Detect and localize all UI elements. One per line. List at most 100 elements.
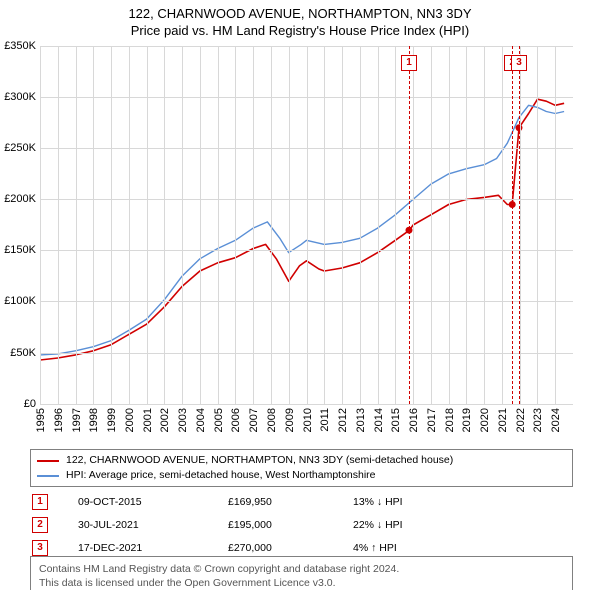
legend-row: HPI: Average price, semi-detached house,… bbox=[37, 468, 566, 483]
x-tick-label: 2024 bbox=[550, 408, 562, 432]
events-table: 1 09-OCT-2015£169,95013% ↓ HPI 2 30-JUL-202… bbox=[30, 490, 573, 559]
attribution: Contains HM Land Registry data © Crown c… bbox=[30, 556, 573, 590]
x-tick-label: 2008 bbox=[266, 408, 278, 432]
gridline-v bbox=[235, 46, 236, 404]
event-marker-box: 1 bbox=[401, 55, 417, 71]
gridline-v bbox=[40, 46, 41, 404]
x-tick-label: 2018 bbox=[444, 408, 456, 432]
gridline-v bbox=[164, 46, 165, 404]
plot-area: 123 bbox=[40, 46, 573, 404]
y-tick-label: £250K bbox=[4, 142, 36, 154]
gridline-v bbox=[271, 46, 272, 404]
x-tick-label: 2023 bbox=[532, 408, 544, 432]
x-tick-label: 2006 bbox=[230, 408, 242, 432]
gridline-v bbox=[253, 46, 254, 404]
x-tick-label: 2010 bbox=[302, 408, 314, 432]
title-line-2: Price paid vs. HM Land Registry's House … bbox=[0, 23, 600, 40]
x-tick-label: 1997 bbox=[71, 408, 83, 432]
event-number-box: 1 bbox=[32, 494, 48, 510]
event-number-box: 3 bbox=[32, 540, 48, 556]
series-hpi bbox=[40, 105, 564, 355]
x-tick-label: 2000 bbox=[124, 408, 136, 432]
x-tick-label: 1998 bbox=[88, 408, 100, 432]
gridline-v bbox=[147, 46, 148, 404]
gridline-v bbox=[449, 46, 450, 404]
event-line bbox=[512, 46, 513, 404]
gridline-v bbox=[537, 46, 538, 404]
gridline-v bbox=[395, 46, 396, 404]
event-marker-box: 3 bbox=[511, 55, 527, 71]
x-tick-label: 2007 bbox=[248, 408, 260, 432]
event-price: £270,000 bbox=[228, 542, 353, 554]
gridline-v bbox=[378, 46, 379, 404]
x-tick-label: 1995 bbox=[35, 408, 47, 432]
x-tick-label: 2002 bbox=[159, 408, 171, 432]
x-tick-label: 2022 bbox=[515, 408, 527, 432]
gridline-h bbox=[40, 404, 573, 405]
chart-title: 122, CHARNWOOD AVENUE, NORTHAMPTON, NN3 … bbox=[0, 0, 600, 40]
legend-swatch bbox=[37, 460, 59, 462]
legend-swatch bbox=[37, 475, 59, 477]
x-tick-label: 2019 bbox=[461, 408, 473, 432]
gridline-v bbox=[58, 46, 59, 404]
gridline-v bbox=[129, 46, 130, 404]
event-line bbox=[519, 46, 520, 404]
event-line bbox=[409, 46, 410, 404]
gridline-v bbox=[111, 46, 112, 404]
event-date: 30-JUL-2021 bbox=[78, 519, 228, 531]
event-delta: 4% ↑ HPI bbox=[353, 542, 453, 554]
legend-label: HPI: Average price, semi-detached house,… bbox=[66, 468, 376, 483]
attribution-line-2: This data is licensed under the Open Gov… bbox=[39, 576, 564, 590]
legend: 122, CHARNWOOD AVENUE, NORTHAMPTON, NN3 … bbox=[30, 449, 573, 487]
y-tick-label: £50K bbox=[10, 347, 36, 359]
gridline-v bbox=[342, 46, 343, 404]
gridline-v bbox=[76, 46, 77, 404]
gridline-v bbox=[218, 46, 219, 404]
title-line-1: 122, CHARNWOOD AVENUE, NORTHAMPTON, NN3 … bbox=[0, 6, 600, 23]
event-delta: 13% ↓ HPI bbox=[353, 496, 453, 508]
event-number-box: 2 bbox=[32, 517, 48, 533]
y-tick-label: £150K bbox=[4, 244, 36, 256]
x-tick-label: 2017 bbox=[426, 408, 438, 432]
gridline-v bbox=[289, 46, 290, 404]
x-tick-label: 1999 bbox=[106, 408, 118, 432]
x-tick-label: 2011 bbox=[319, 408, 331, 432]
x-tick-label: 2009 bbox=[284, 408, 296, 432]
gridline-v bbox=[360, 46, 361, 404]
attribution-line-1: Contains HM Land Registry data © Crown c… bbox=[39, 562, 564, 576]
gridline-v bbox=[466, 46, 467, 404]
legend-label: 122, CHARNWOOD AVENUE, NORTHAMPTON, NN3 … bbox=[66, 453, 453, 468]
x-tick-label: 2013 bbox=[355, 408, 367, 432]
event-date: 17-DEC-2021 bbox=[78, 542, 228, 554]
gridline-v bbox=[484, 46, 485, 404]
gridline-v bbox=[182, 46, 183, 404]
event-delta: 22% ↓ HPI bbox=[353, 519, 453, 531]
gridline-v bbox=[93, 46, 94, 404]
gridline-v bbox=[324, 46, 325, 404]
x-tick-label: 2003 bbox=[177, 408, 189, 432]
chart: 123 £0£50K£100K£150K£200K£250K£300K£350K… bbox=[40, 46, 573, 404]
gridline-v bbox=[555, 46, 556, 404]
events-table-row: 1 09-OCT-2015£169,95013% ↓ HPI bbox=[30, 490, 573, 513]
gridline-v bbox=[413, 46, 414, 404]
y-tick-label: £100K bbox=[4, 295, 36, 307]
x-tick-label: 2005 bbox=[213, 408, 225, 432]
x-tick-label: 2012 bbox=[337, 408, 349, 432]
event-date: 09-OCT-2015 bbox=[78, 496, 228, 508]
x-tick-label: 2015 bbox=[390, 408, 402, 432]
x-tick-label: 2004 bbox=[195, 408, 207, 432]
gridline-v bbox=[502, 46, 503, 404]
x-tick-label: 2020 bbox=[479, 408, 491, 432]
y-tick-label: £350K bbox=[4, 40, 36, 52]
events-table-row: 2 30-JUL-2021£195,00022% ↓ HPI bbox=[30, 513, 573, 536]
gridline-v bbox=[307, 46, 308, 404]
series-price_paid bbox=[40, 99, 564, 360]
x-tick-label: 2001 bbox=[142, 408, 154, 432]
y-tick-label: £200K bbox=[4, 193, 36, 205]
y-tick-label: £300K bbox=[4, 91, 36, 103]
event-price: £169,950 bbox=[228, 496, 353, 508]
x-tick-label: 2014 bbox=[373, 408, 385, 432]
x-tick-label: 2016 bbox=[408, 408, 420, 432]
gridline-v bbox=[431, 46, 432, 404]
event-price: £195,000 bbox=[228, 519, 353, 531]
